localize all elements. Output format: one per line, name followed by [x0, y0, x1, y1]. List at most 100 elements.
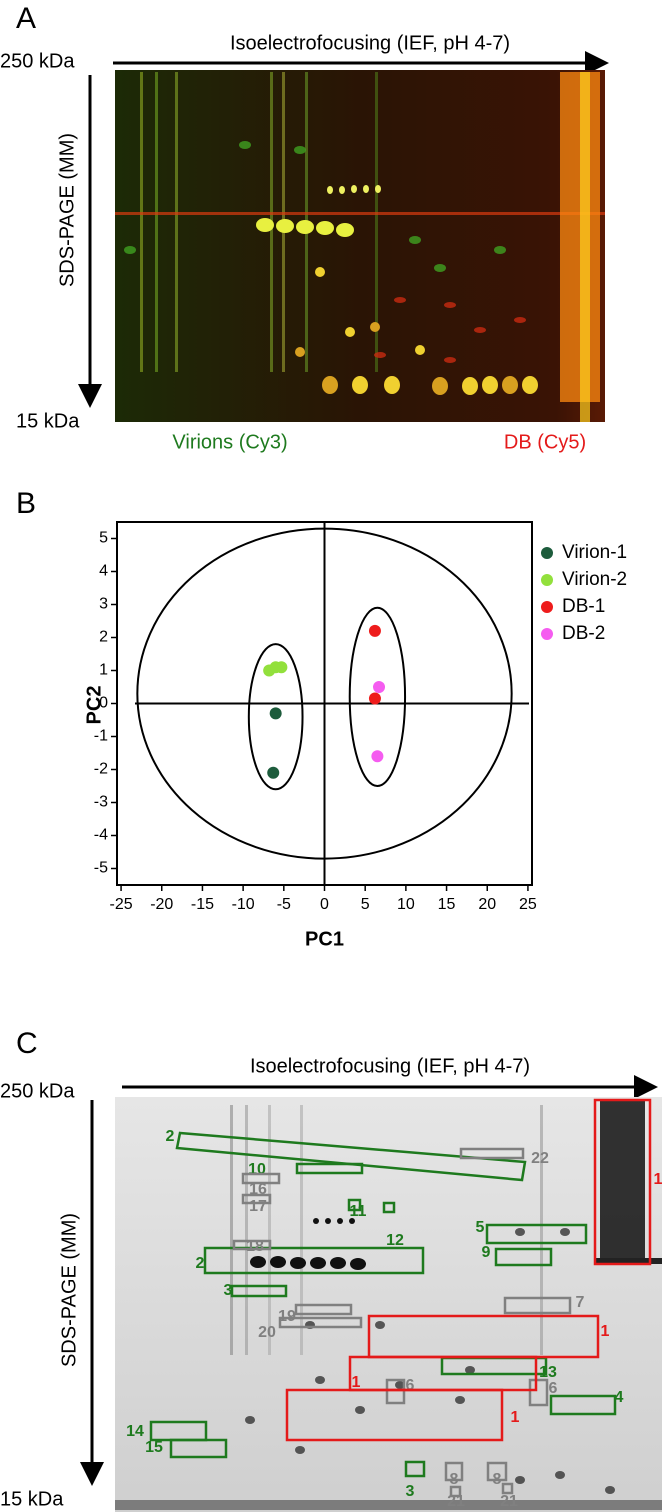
- spot: [322, 376, 338, 394]
- channel-label: DB (Cy5): [504, 431, 586, 453]
- x-tick-label: -15: [191, 896, 214, 913]
- streak: [580, 72, 590, 422]
- spot: [239, 141, 251, 149]
- spot-label: 11: [350, 1203, 367, 1220]
- spot: [313, 1218, 319, 1224]
- spot: [514, 317, 526, 323]
- spot-label: 6: [549, 1380, 558, 1397]
- group-ellipse: [247, 643, 304, 791]
- spot: [339, 186, 345, 194]
- spot-box: [528, 1378, 549, 1407]
- streak: [595, 1258, 662, 1264]
- spot: [336, 223, 354, 237]
- legend-label: DB-2: [562, 623, 605, 644]
- spot-box: [232, 1239, 272, 1251]
- spot: [432, 377, 448, 395]
- spot: [276, 219, 294, 233]
- spot-label: 15: [145, 1439, 163, 1456]
- y-tick-label: 0: [99, 695, 108, 712]
- spot: [325, 1218, 331, 1224]
- point: [368, 692, 381, 705]
- spot-box: [241, 1172, 281, 1185]
- spot-label: 6: [406, 1377, 415, 1394]
- spot: [124, 246, 136, 254]
- spot-label: 1: [511, 1409, 520, 1426]
- spot-box: [549, 1394, 617, 1416]
- spot-box: [295, 1162, 364, 1175]
- spot-label: 3: [406, 1483, 415, 1500]
- spot: [555, 1471, 565, 1479]
- point: [275, 661, 288, 674]
- spot: [345, 327, 355, 337]
- spot: [374, 352, 386, 358]
- point: [373, 681, 386, 693]
- spot-box: [169, 1438, 228, 1459]
- spot: [270, 1256, 286, 1268]
- spot-box: [241, 1193, 272, 1205]
- spot: [327, 186, 333, 194]
- y-tick-label: -2: [94, 761, 108, 778]
- y-tick-label: -4: [94, 827, 108, 844]
- spot: [250, 1256, 266, 1268]
- x-tick-label: 25: [519, 896, 537, 913]
- spot: [375, 185, 381, 193]
- spot-label: 1: [352, 1374, 361, 1391]
- spot: [296, 220, 314, 234]
- spot: [370, 322, 380, 332]
- spot-box: [203, 1246, 425, 1275]
- spot-label: 7: [576, 1294, 585, 1311]
- y-tick-label: 2: [99, 629, 108, 646]
- spot: [522, 376, 538, 394]
- spot: [482, 376, 498, 394]
- spot-box: [347, 1198, 362, 1212]
- spot: [310, 1257, 326, 1269]
- spot: [245, 1416, 255, 1424]
- x-tick-label: 10: [397, 896, 415, 913]
- spot-box: [382, 1201, 396, 1214]
- spot: [444, 357, 456, 363]
- spot-label: 22: [531, 1150, 549, 1167]
- legend-marker: [541, 574, 553, 586]
- spot-box: [449, 1485, 462, 1498]
- spot: [384, 376, 400, 394]
- spot-box: [444, 1461, 464, 1482]
- spot-box: [404, 1460, 426, 1478]
- spot-box: [459, 1147, 525, 1160]
- x-tick-label: 0: [320, 896, 329, 913]
- spot-box: [503, 1296, 572, 1315]
- spot: [462, 377, 478, 395]
- spot: [515, 1228, 525, 1236]
- spot: [337, 1218, 343, 1224]
- y-tick-label: -1: [94, 728, 108, 745]
- streak: [540, 1105, 543, 1355]
- spot-label: 14: [126, 1423, 144, 1440]
- spot-box: [501, 1482, 514, 1495]
- point: [371, 750, 384, 763]
- spot-label: 19: [278, 1308, 296, 1325]
- spot-box: [278, 1316, 363, 1329]
- legend-marker: [541, 628, 553, 640]
- spot-box: [285, 1388, 504, 1442]
- x-axis-title: PC1: [305, 928, 344, 950]
- spot-label: 4: [615, 1389, 624, 1406]
- y-axis-title: PC2: [83, 686, 105, 725]
- streak: [300, 1105, 303, 1355]
- x-tick-label: -25: [110, 896, 133, 913]
- streak: [140, 72, 143, 372]
- spot: [350, 1258, 366, 1270]
- spot-label: 21: [500, 1493, 518, 1510]
- gel-spots: [115, 1100, 662, 1510]
- mass-label: 250 kDa: [0, 50, 75, 72]
- spot: [315, 267, 325, 277]
- spot-label: 18: [246, 1238, 264, 1255]
- streak: [375, 72, 378, 372]
- spot: [355, 1406, 365, 1414]
- scatter-chart: -25 -20 -15 -10 -5 0 5 10 15 20 25-5-4-3-2-1012345…: [83, 521, 627, 950]
- spot-label: 9: [482, 1244, 491, 1261]
- axis-title: SDS-PAGE (MM): [56, 133, 78, 287]
- spot: [295, 1446, 305, 1454]
- streak: [155, 72, 158, 372]
- point: [269, 707, 282, 720]
